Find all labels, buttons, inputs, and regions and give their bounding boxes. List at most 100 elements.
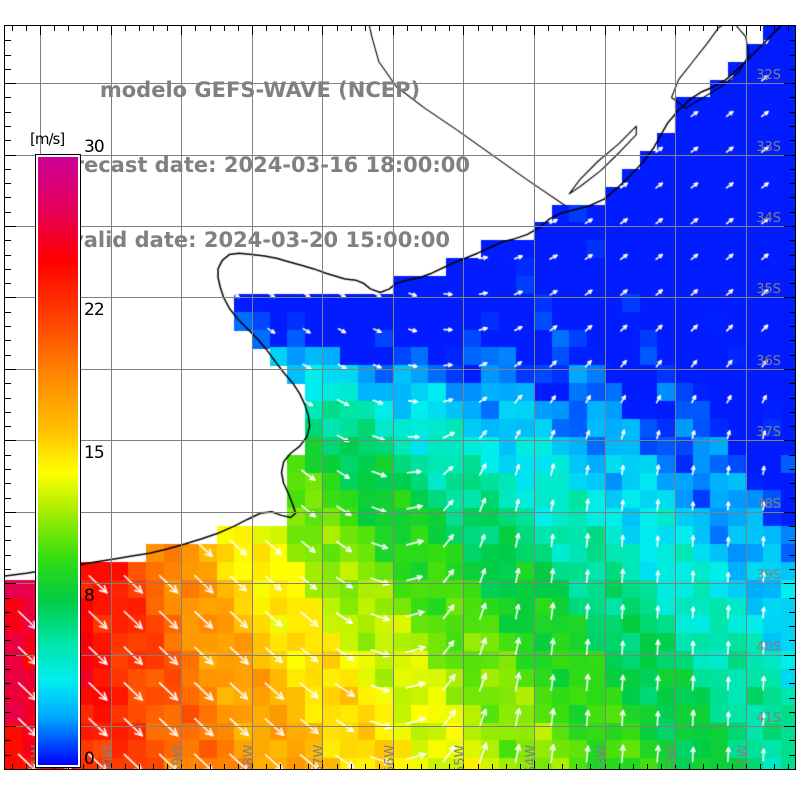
minor-tick-lon	[421, 26, 422, 31]
minor-tick-lon	[449, 764, 450, 769]
minor-tick-lon	[590, 26, 591, 31]
minor-tick-lat	[789, 197, 795, 198]
colorbar-tick-label-8: 8	[84, 585, 95, 606]
minor-tick-lon	[421, 764, 422, 769]
lat-axis-label-33S: 33S	[756, 140, 781, 155]
minor-tick-lon	[252, 764, 253, 769]
minor-tick-lon	[195, 764, 196, 769]
minor-tick-lat	[789, 483, 795, 484]
minor-tick-lon	[111, 764, 112, 769]
lat-axis-label-41S: 41S	[756, 711, 781, 726]
minor-tick-lat	[5, 512, 11, 513]
minor-tick-lon	[520, 26, 521, 31]
minor-tick-lat	[789, 469, 795, 470]
minor-tick-lon	[520, 764, 521, 769]
lat-axis-label-39S: 39S	[756, 568, 781, 583]
minor-tick-lat	[789, 412, 795, 413]
minor-tick-lat	[5, 683, 11, 684]
minor-tick-lat	[789, 526, 795, 527]
minor-tick-lat	[5, 140, 11, 141]
minor-tick-lon	[407, 26, 408, 31]
minor-tick-lat	[5, 183, 11, 184]
minor-tick-lon	[238, 26, 239, 31]
minor-tick-lat	[5, 383, 11, 384]
minor-tick-lon	[365, 26, 366, 31]
minor-tick-lat	[5, 55, 11, 56]
minor-tick-lon	[774, 26, 775, 31]
minor-tick-lon	[619, 764, 620, 769]
minor-tick-lon	[308, 764, 309, 769]
minor-tick-lat	[5, 498, 11, 499]
minor-tick-lat	[5, 555, 11, 556]
map-plot-area[interactable]: 61W60W59W58W57W56W55W54W53W52W51W32S33S3…	[4, 25, 796, 770]
lat-axis-label-40S: 40S	[756, 640, 781, 655]
minor-tick-lon	[83, 764, 84, 769]
colorbar-unit-label: [m/s]	[30, 130, 65, 148]
minor-tick-lon	[54, 26, 55, 31]
minor-tick-lat	[5, 526, 11, 527]
minor-tick-lon	[661, 26, 662, 31]
minor-tick-lon	[224, 764, 225, 769]
minor-tick-lon	[139, 26, 140, 31]
minor-tick-lat	[789, 683, 795, 684]
minor-tick-lon	[167, 764, 168, 769]
minor-tick-lat	[5, 197, 11, 198]
minor-tick-lat	[5, 412, 11, 413]
minor-tick-lat	[5, 655, 11, 656]
minor-tick-lat	[789, 83, 795, 84]
minor-tick-lat	[789, 440, 795, 441]
minor-tick-lon	[379, 764, 380, 769]
minor-tick-lon	[717, 764, 718, 769]
minor-tick-lat	[789, 398, 795, 399]
lat-axis-label-37S: 37S	[756, 425, 781, 440]
minor-tick-lat	[789, 55, 795, 56]
minor-tick-lon	[125, 764, 126, 769]
minor-tick-lat	[5, 469, 11, 470]
minor-tick-lat	[5, 83, 11, 84]
minor-tick-lon	[746, 26, 747, 31]
minor-tick-lon	[195, 26, 196, 31]
minor-tick-lat	[789, 69, 795, 70]
minor-tick-lat	[789, 640, 795, 641]
minor-tick-lat	[789, 569, 795, 570]
minor-tick-lon	[478, 764, 479, 769]
minor-tick-lon	[238, 764, 239, 769]
minor-tick-lon	[717, 26, 718, 31]
lon-axis-label-51W: 51W	[736, 744, 751, 770]
minor-tick-lon	[534, 26, 535, 31]
minor-tick-lat	[5, 669, 11, 670]
minor-tick-lat	[789, 212, 795, 213]
minor-tick-lat	[789, 297, 795, 298]
minor-tick-lat	[789, 712, 795, 713]
minor-tick-lon	[167, 26, 168, 31]
minor-tick-lon	[576, 764, 577, 769]
minor-tick-lon	[548, 764, 549, 769]
minor-tick-lon	[703, 764, 704, 769]
minor-tick-lat	[5, 398, 11, 399]
colorbar-tick-label-22: 22	[84, 300, 105, 321]
minor-tick-lat	[5, 698, 11, 699]
minor-tick-lon	[181, 764, 182, 769]
minor-tick-lon	[746, 764, 747, 769]
minor-tick-lon	[294, 764, 295, 769]
minor-tick-lat	[5, 212, 11, 213]
minor-tick-lat	[789, 383, 795, 384]
minor-tick-lat	[5, 255, 11, 256]
lon-axis-label-59W: 59W	[171, 744, 186, 770]
minor-tick-lat	[5, 169, 11, 170]
minor-tick-lat	[789, 355, 795, 356]
minor-tick-lat	[5, 640, 11, 641]
minor-tick-lon	[760, 26, 761, 31]
minor-tick-lon	[68, 26, 69, 31]
minor-tick-lon	[12, 26, 13, 31]
minor-tick-lon	[675, 764, 676, 769]
colorbar-tick-label-0: 0	[84, 749, 95, 769]
minor-tick-lon	[266, 764, 267, 769]
minor-tick-lat	[789, 455, 795, 456]
colorbar	[35, 154, 81, 768]
minor-tick-lat	[789, 669, 795, 670]
minor-tick-lat	[5, 126, 11, 127]
minor-tick-lat	[5, 426, 11, 427]
minor-tick-lon	[576, 26, 577, 31]
